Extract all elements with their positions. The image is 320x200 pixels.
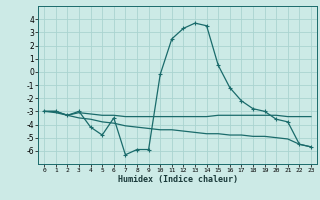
X-axis label: Humidex (Indice chaleur): Humidex (Indice chaleur) bbox=[118, 175, 238, 184]
